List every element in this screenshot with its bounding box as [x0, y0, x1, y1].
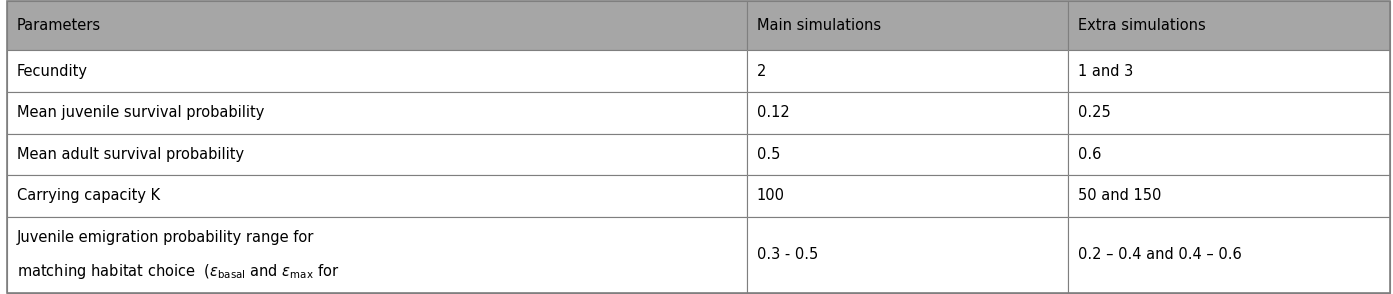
Text: 0.12: 0.12 — [756, 105, 790, 120]
Bar — [747, 133, 1068, 175]
Bar — [747, 217, 1068, 293]
Bar — [1068, 50, 1390, 92]
Bar — [1068, 50, 1390, 92]
Bar — [7, 217, 747, 293]
Bar — [747, 175, 1068, 217]
Bar — [747, 92, 1068, 133]
Bar — [7, 133, 747, 175]
Text: Juvenile emigration probability range for: Juvenile emigration probability range fo… — [17, 230, 313, 245]
Bar — [7, 92, 747, 133]
Bar — [1068, 1, 1390, 50]
Bar — [1068, 133, 1390, 175]
Text: 0.3 - 0.5: 0.3 - 0.5 — [756, 247, 818, 262]
Bar — [7, 133, 747, 175]
Text: 2: 2 — [756, 64, 766, 79]
Bar — [7, 50, 747, 92]
Bar — [747, 1, 1068, 50]
Bar — [1068, 92, 1390, 133]
Bar — [1068, 217, 1390, 293]
Bar — [7, 175, 747, 217]
Bar — [747, 50, 1068, 92]
Text: Main simulations: Main simulations — [756, 19, 880, 34]
Bar — [747, 92, 1068, 133]
Text: 50 and 150: 50 and 150 — [1078, 188, 1160, 203]
Text: Mean adult survival probability: Mean adult survival probability — [17, 147, 244, 162]
Bar — [7, 217, 747, 293]
Bar — [747, 50, 1068, 92]
Bar — [747, 175, 1068, 217]
Bar — [1068, 1, 1390, 50]
Bar — [7, 92, 747, 133]
Bar — [7, 1, 747, 50]
Bar — [747, 1, 1068, 50]
Text: 0.25: 0.25 — [1078, 105, 1110, 120]
Text: Mean juvenile survival probability: Mean juvenile survival probability — [17, 105, 265, 120]
Bar — [1068, 217, 1390, 293]
Bar — [747, 133, 1068, 175]
Bar — [7, 1, 747, 50]
Text: 0.2 – 0.4 and 0.4 – 0.6: 0.2 – 0.4 and 0.4 – 0.6 — [1078, 247, 1241, 262]
Text: Extra simulations: Extra simulations — [1078, 19, 1205, 34]
Bar — [1068, 175, 1390, 217]
Text: Parameters: Parameters — [17, 19, 100, 34]
Text: Carrying capacity K: Carrying capacity K — [17, 188, 160, 203]
Text: matching habitat choice  ($\varepsilon_{\mathregular{basal}}$ and $\varepsilon_{: matching habitat choice ($\varepsilon_{\… — [17, 262, 338, 281]
Text: Fecundity: Fecundity — [17, 64, 88, 79]
Bar — [7, 50, 747, 92]
Bar — [7, 175, 747, 217]
Bar — [1068, 133, 1390, 175]
Text: 0.5: 0.5 — [756, 147, 780, 162]
Bar — [747, 217, 1068, 293]
Text: 100: 100 — [756, 188, 784, 203]
Text: 0.6: 0.6 — [1078, 147, 1100, 162]
Text: 1 and 3: 1 and 3 — [1078, 64, 1133, 79]
Bar — [1068, 92, 1390, 133]
Bar — [1068, 175, 1390, 217]
